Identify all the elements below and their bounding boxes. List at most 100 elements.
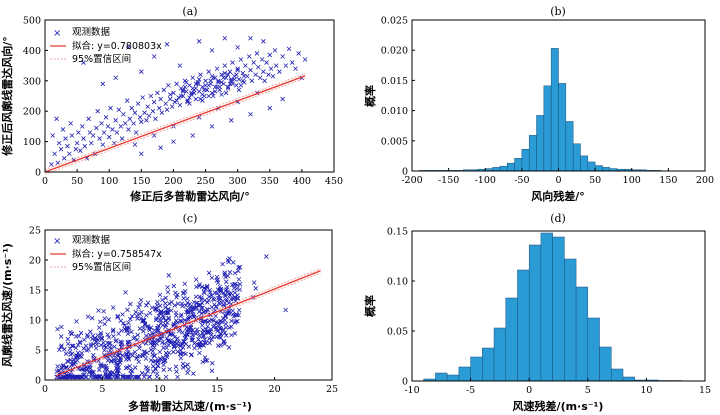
data-point [165, 289, 171, 295]
data-point [166, 273, 172, 278]
data-point [235, 45, 240, 50]
data-point [213, 313, 219, 319]
data-point [235, 293, 240, 298]
panel-a-legend: × 观测数据 拟合: y=0.780803x 95%置信区间 [50, 26, 162, 65]
data-point [217, 322, 222, 328]
data-point [111, 353, 116, 359]
data-point [101, 308, 106, 314]
data-point [185, 296, 190, 302]
data-point [240, 70, 246, 76]
x-tick-label: 300 [229, 176, 247, 187]
data-point [289, 60, 295, 65]
data-point [124, 98, 130, 103]
data-point [177, 102, 183, 108]
data-point [184, 80, 189, 85]
legend-c-entry-3: 95%置信区间 [72, 261, 131, 273]
data-point [225, 86, 231, 91]
y-tick-label: 0.015 [381, 76, 408, 87]
data-point [230, 60, 235, 65]
data-point [232, 270, 238, 276]
data-point [122, 121, 128, 126]
data-point [223, 333, 229, 338]
data-point [158, 310, 164, 316]
data-point [160, 297, 165, 303]
y-tick-label: 300 [23, 76, 41, 87]
legend-c-marker: × [53, 236, 61, 247]
data-point [179, 341, 185, 346]
data-point [106, 317, 112, 322]
data-point [293, 66, 298, 71]
x-tick-label: 200 [164, 176, 182, 187]
data-point [286, 46, 292, 52]
data-point [171, 90, 176, 96]
data-point [192, 306, 198, 311]
data-point [179, 318, 185, 324]
data-point [97, 136, 102, 141]
data-point [220, 316, 226, 321]
data-point [55, 364, 60, 369]
data-point [253, 72, 258, 78]
histogram-bar [575, 286, 589, 382]
data-point [102, 348, 107, 353]
data-point [96, 367, 102, 373]
data-point [266, 72, 271, 78]
ci-upper-line [56, 268, 321, 374]
data-point [116, 374, 121, 380]
histogram-bar [492, 167, 501, 172]
data-point [49, 162, 54, 167]
data-point [209, 293, 215, 298]
data-point [135, 101, 141, 106]
data-point [228, 296, 234, 302]
data-point [120, 353, 125, 358]
data-point [179, 351, 184, 357]
data-point [257, 75, 263, 81]
data-point [150, 348, 156, 354]
data-point [205, 300, 210, 305]
data-point [126, 320, 131, 326]
data-point [79, 124, 85, 129]
data-point [235, 66, 240, 71]
x-tick-label: 350 [261, 176, 279, 187]
data-point [191, 371, 196, 376]
data-point [74, 140, 80, 146]
x-tick-label: -5 [466, 385, 475, 396]
data-point [203, 286, 208, 292]
data-point [200, 327, 206, 333]
data-point [151, 99, 157, 105]
x-tick-label: 100 [623, 175, 641, 186]
data-point [283, 63, 289, 68]
y-tick-label: 0.025 [381, 16, 408, 27]
data-point [229, 324, 234, 330]
data-point [223, 313, 228, 318]
histogram-bar [564, 258, 577, 382]
data-point [213, 303, 219, 309]
data-point [129, 105, 134, 111]
data-point [86, 347, 91, 352]
data-point [296, 51, 301, 56]
x-tick-label: 0 [526, 385, 532, 396]
data-point [127, 116, 133, 122]
data-point [137, 346, 142, 351]
data-point [125, 307, 130, 313]
x-tick-label: 450 [325, 176, 343, 187]
data-point [113, 118, 118, 123]
data-point [75, 374, 81, 380]
data-point [103, 370, 108, 376]
data-point [88, 374, 93, 380]
data-point [192, 341, 197, 346]
data-point [223, 325, 229, 330]
data-point [60, 127, 66, 132]
data-point [187, 95, 192, 100]
data-point [57, 347, 62, 353]
data-point [119, 340, 125, 345]
data-point [202, 355, 208, 360]
data-point [65, 143, 70, 149]
data-point [219, 319, 225, 325]
data-point [199, 295, 204, 300]
data-point [196, 337, 201, 342]
x-tick-label: 25 [326, 384, 338, 395]
data-point [149, 305, 155, 310]
panel-a-xlabel: 修正后多普勒雷达风向/° [129, 189, 250, 203]
data-point [65, 341, 71, 347]
data-point [226, 345, 232, 350]
